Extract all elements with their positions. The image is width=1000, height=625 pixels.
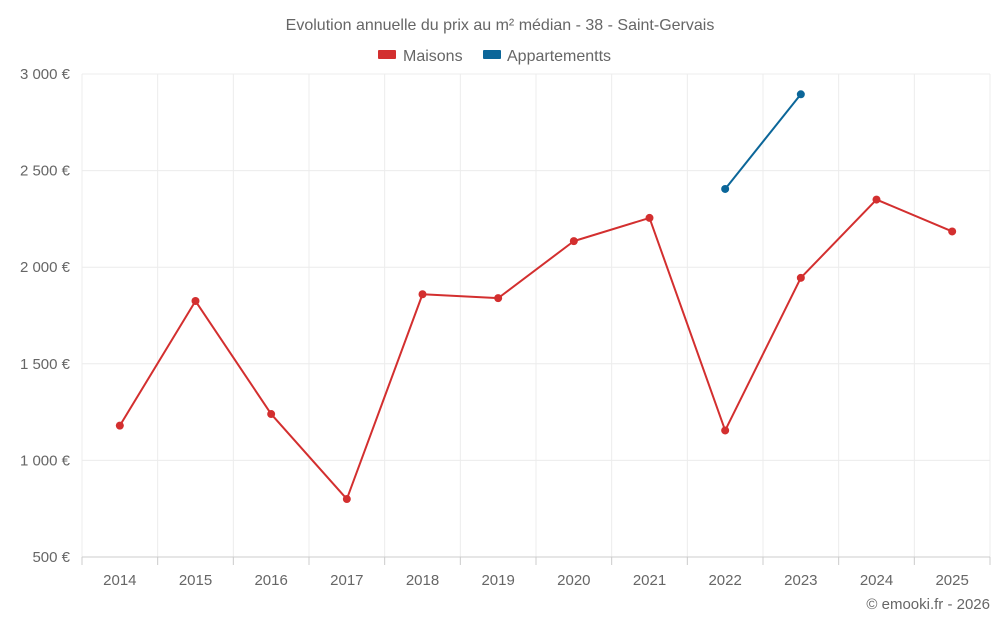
x-tick-label: 2019 [481, 572, 514, 589]
data-point[interactable] [418, 290, 427, 299]
series-line [118, 198, 953, 501]
x-tick-label: 2024 [860, 572, 893, 589]
legend-swatch-maisons [378, 50, 396, 59]
x-tick-label: 2021 [633, 572, 666, 589]
data-point[interactable] [494, 294, 503, 303]
y-tick-label: 2 000 € [20, 259, 71, 276]
x-axis-ticks: 2014 2015 2016 2017 2018 2019 2020 2021 2022 2023… [81, 557, 991, 589]
data-point[interactable] [645, 213, 654, 222]
x-tick-label: 2022 [708, 572, 741, 589]
y-tick-label: 3 000 € [20, 66, 71, 83]
x-tick-label: 2016 [254, 572, 287, 589]
legend-item-appartements[interactable]: Appartementts [483, 48, 611, 65]
data-point[interactable] [569, 237, 578, 246]
x-tick-label: 2015 [179, 572, 212, 589]
data-point[interactable] [267, 410, 276, 419]
data-point[interactable] [115, 421, 124, 430]
x-tick-label: 2025 [935, 572, 968, 589]
data-point[interactable] [872, 195, 881, 204]
y-tick-label: 1 500 € [20, 356, 71, 373]
chart-title: Evolution annuelle du prix au m² médian … [286, 17, 715, 34]
series-maisons [115, 195, 957, 504]
x-tick-label: 2017 [330, 572, 363, 589]
data-point[interactable] [342, 495, 351, 504]
data-point[interactable] [796, 273, 805, 282]
gridlines [81, 73, 991, 558]
x-tick-label: 2020 [557, 572, 590, 589]
x-tick-label: 2023 [784, 572, 817, 589]
data-point[interactable] [191, 297, 200, 306]
y-axis-ticks: 500 € 1 000 € 1 500 € 2 000 € 2 500 € 3 000 € [20, 66, 71, 566]
x-tick-label: 2018 [406, 572, 439, 589]
x-tick-label: 2014 [103, 572, 136, 589]
series-line [724, 93, 802, 190]
legend-label-appartements: Appartementts [507, 48, 611, 65]
legend-swatch-appartements [483, 50, 501, 59]
legend: Maisons Appartementts [378, 48, 611, 65]
legend-item-maisons[interactable]: Maisons [378, 48, 463, 65]
data-point[interactable] [948, 227, 957, 236]
series-appartementts [721, 90, 805, 193]
data-point[interactable] [796, 90, 805, 99]
legend-label-maisons: Maisons [403, 48, 463, 65]
series-layer [115, 90, 957, 504]
data-point[interactable] [721, 184, 730, 193]
y-tick-label: 500 € [32, 549, 70, 566]
y-tick-label: 2 500 € [20, 163, 71, 180]
credit-text: © emooki.fr - 2026 [866, 596, 990, 613]
data-point[interactable] [721, 426, 730, 435]
y-tick-label: 1 000 € [20, 452, 71, 469]
